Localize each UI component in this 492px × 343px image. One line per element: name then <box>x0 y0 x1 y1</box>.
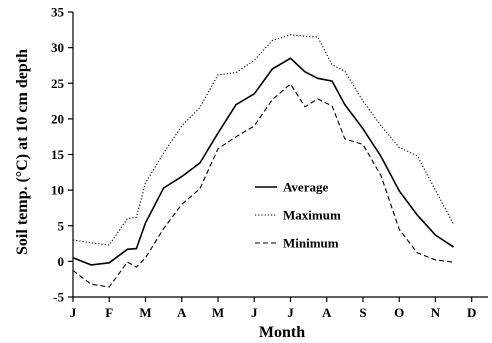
y-tick-label: 25 <box>51 76 65 91</box>
series-line-minimum <box>72 83 454 288</box>
x-tick-label: O <box>394 305 404 320</box>
x-tick-label: D <box>467 305 476 320</box>
x-tick-label: F <box>105 305 113 320</box>
x-tick-label: N <box>431 305 441 320</box>
x-tick-label: A <box>177 305 187 320</box>
y-tick-label: 20 <box>51 111 64 126</box>
series-line-average <box>72 57 455 266</box>
x-axis-title: Month <box>259 324 305 341</box>
y-axis: -5 0 5 10 15 20 25 30 35 <box>51 5 73 305</box>
y-tick-label: 30 <box>51 40 64 55</box>
x-tick-label: M <box>212 305 224 320</box>
legend-label-average: Average <box>283 180 328 195</box>
y-axis-title: Soil temp. (°C) at 10 cm depth <box>14 49 31 255</box>
x-tick-label: J <box>70 305 77 320</box>
x-tick-label: J <box>287 305 294 320</box>
series-line-maximum <box>72 34 455 246</box>
y-tick-label: 0 <box>58 254 65 269</box>
series-layer <box>72 34 455 288</box>
x-tick-label: J <box>251 305 258 320</box>
x-tick-label: S <box>359 305 366 320</box>
y-tick-label: 15 <box>51 147 65 162</box>
legend-label-minimum: Minimum <box>283 236 339 251</box>
x-tick-label: A <box>322 305 332 320</box>
y-tick-label: -5 <box>53 290 64 305</box>
y-tick-label: 5 <box>58 218 65 233</box>
plot-frame <box>72 12 488 298</box>
y-tick-label: 35 <box>51 5 65 20</box>
legend-label-maximum: Maximum <box>283 208 341 223</box>
y-tick-label: 10 <box>51 183 64 198</box>
x-tick-label: M <box>139 305 151 320</box>
legend: Average Maximum Minimum <box>255 180 341 251</box>
